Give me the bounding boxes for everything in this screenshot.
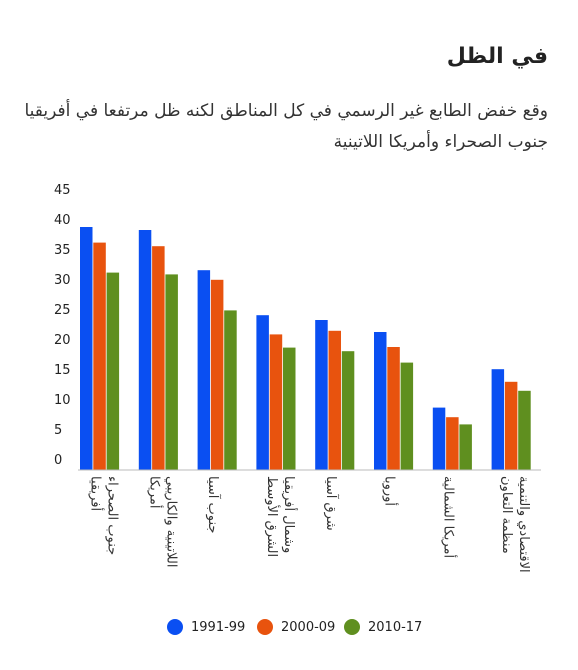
bar-8-series-2 xyxy=(504,381,518,470)
bar-2-series-3 xyxy=(165,274,178,470)
legend-label-series-2: 2000-09 xyxy=(281,619,336,635)
bar-3-series-3 xyxy=(224,310,237,470)
bar-6-series-1 xyxy=(374,332,387,470)
legend-label-series-3: 2010-17 xyxy=(368,619,423,635)
x-tick-label: أمريكا xyxy=(146,476,163,509)
bar-7-series-2 xyxy=(446,417,459,470)
y-tick-label: 10 xyxy=(54,393,71,408)
x-tick-label: شرق آسيا xyxy=(323,476,340,531)
x-tick-label: جنوب الصحراء xyxy=(105,476,120,555)
y-tick-label: 40 xyxy=(54,213,71,228)
bar-6-series-2 xyxy=(387,347,400,470)
x-tick-label: الاقتصادي والتنمية xyxy=(516,476,531,573)
bar-4-series-1 xyxy=(256,315,269,470)
x-tick-label: أفريقيا xyxy=(88,476,105,511)
bar-5-series-2 xyxy=(328,330,341,470)
legend-swatch-series-1 xyxy=(167,619,183,635)
bar-3-series-2 xyxy=(210,279,224,470)
y-tick-label: 25 xyxy=(54,303,71,318)
y-tick-label: 35 xyxy=(54,243,71,258)
bar-5-series-3 xyxy=(341,351,355,470)
bar-4-series-2 xyxy=(269,334,283,470)
bar-8-series-1 xyxy=(491,369,505,470)
x-tick-label: أمريكا الشمالية xyxy=(440,476,457,558)
chart-title: في الظل xyxy=(446,44,548,69)
bar-2-series-2 xyxy=(152,246,165,470)
bar-8-series-3 xyxy=(518,390,531,470)
legend-swatch-series-2 xyxy=(257,619,273,635)
y-tick-label: 20 xyxy=(54,333,71,348)
legend: 1991-99 2000-09 2010-17 xyxy=(0,616,578,638)
legend-item-series-3: 2010-17 xyxy=(344,616,422,638)
y-tick-label: 0 xyxy=(54,453,62,468)
x-tick-label: الشرق الأوسط xyxy=(264,476,281,557)
bar-1-series-3 xyxy=(106,272,120,470)
legend-label-series-1: 1991-99 xyxy=(191,619,246,635)
x-tick-label: منظمة التعاون xyxy=(499,476,514,554)
y-tick-label: 5 xyxy=(54,423,62,438)
x-tick-label: أوروبا xyxy=(382,476,399,506)
y-tick-label: 30 xyxy=(54,273,71,288)
bar-6-series-3 xyxy=(400,362,414,470)
bar-1-series-2 xyxy=(93,242,106,470)
x-tick-label: جنوب آسيا xyxy=(205,476,222,533)
legend-item-series-1: 1991-99 xyxy=(167,616,245,638)
bar-5-series-1 xyxy=(315,320,328,470)
bar-7-series-1 xyxy=(432,407,446,470)
chart-subtitle: وقع خفض الطابع غير الرسمي في كل المناطق … xyxy=(24,101,549,152)
bar-7-series-3 xyxy=(459,424,472,470)
y-tick-label: 15 xyxy=(54,363,71,378)
legend-swatch-series-3 xyxy=(344,619,360,635)
bar-1-series-1 xyxy=(80,227,93,470)
bar-4-series-3 xyxy=(283,347,296,470)
bar-chart: 0 5 10 15 20 25 30 35 40 45 أفريقيا جنوب الصحراء أمر… xyxy=(54,183,541,573)
bar-2-series-1 xyxy=(138,230,152,470)
bar-3-series-1 xyxy=(197,270,211,470)
y-tick-label: 45 xyxy=(54,183,71,198)
x-tick-label: وشمال أفريقيا xyxy=(281,476,298,553)
legend-item-series-2: 2000-09 xyxy=(257,616,335,638)
x-tick-label: اللاتينية والكاريبي xyxy=(163,476,178,567)
